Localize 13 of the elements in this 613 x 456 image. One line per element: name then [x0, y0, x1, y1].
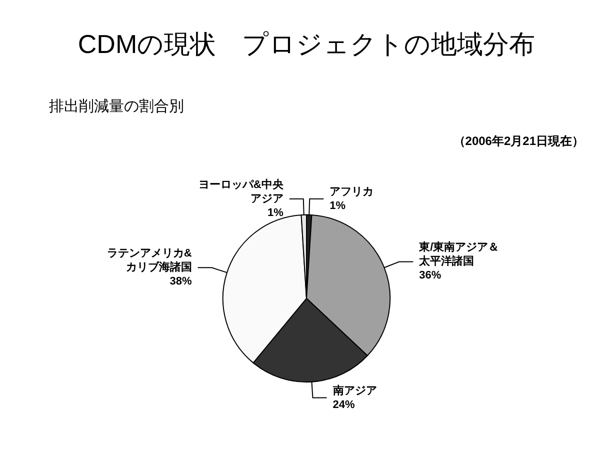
slice-label: 東/東南アジア＆太平洋諸国 — [418, 240, 500, 268]
data-label: 1% — [330, 200, 346, 212]
data-label: 38% — [170, 276, 192, 288]
slice-label: 南アジア — [332, 384, 377, 397]
chart-subtitle: 排出削減量の割合別 — [49, 98, 184, 115]
slice-label: ヨーロッパ&中央アジア — [198, 178, 284, 205]
data-label: 24% — [332, 398, 355, 411]
slice-label: アフリカ — [330, 186, 374, 198]
chart-title: CDMの現状 プロジェクトの地域分布 — [78, 29, 536, 59]
data-label: 1% — [267, 206, 284, 219]
text: （2006年2月21日現在） — [453, 134, 584, 148]
slice-label: ラテンアメリカ&カリブ海諸国 — [106, 248, 192, 274]
data-label: 36% — [419, 270, 442, 282]
